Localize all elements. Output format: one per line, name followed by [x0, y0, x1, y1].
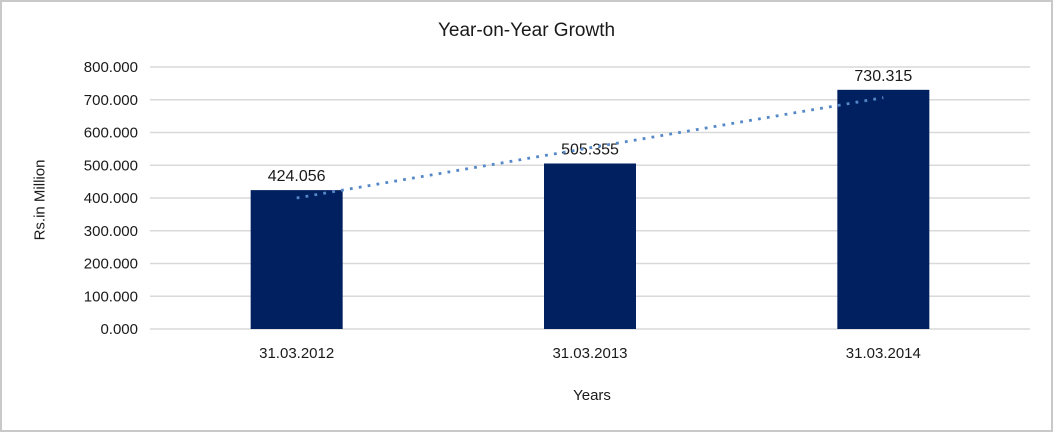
- trendline: [296, 96, 884, 200]
- bar: [250, 190, 343, 329]
- category-label: 31.03.2012: [259, 345, 334, 362]
- y-tick-label: 0.000: [100, 321, 138, 338]
- y-tick-label: 300.000: [84, 223, 138, 240]
- y-tick-label: 200.000: [84, 256, 138, 273]
- y-tick-label: 600.000: [84, 125, 138, 142]
- y-tick-label: 100.000: [84, 288, 138, 305]
- y-tick-label: 700.000: [84, 92, 138, 109]
- chart-title: Year-on-Year Growth: [437, 20, 616, 41]
- bar-value-label: 730.315: [854, 68, 912, 85]
- bar-value-label: 505.355: [561, 141, 619, 158]
- category-label: 31.03.2014: [846, 345, 921, 362]
- bar-value-label: 424.056: [268, 168, 326, 185]
- bar: [837, 89, 930, 329]
- y-axis-title: Rs.in Million: [31, 159, 49, 241]
- y-tick-label: 400.000: [84, 190, 138, 207]
- category-label: 31.03.2013: [552, 345, 627, 362]
- y-tick-label: 500.000: [84, 157, 138, 174]
- y-tick-label: 800.000: [84, 59, 138, 76]
- bar: [544, 163, 636, 329]
- x-axis-title: Years: [573, 387, 611, 404]
